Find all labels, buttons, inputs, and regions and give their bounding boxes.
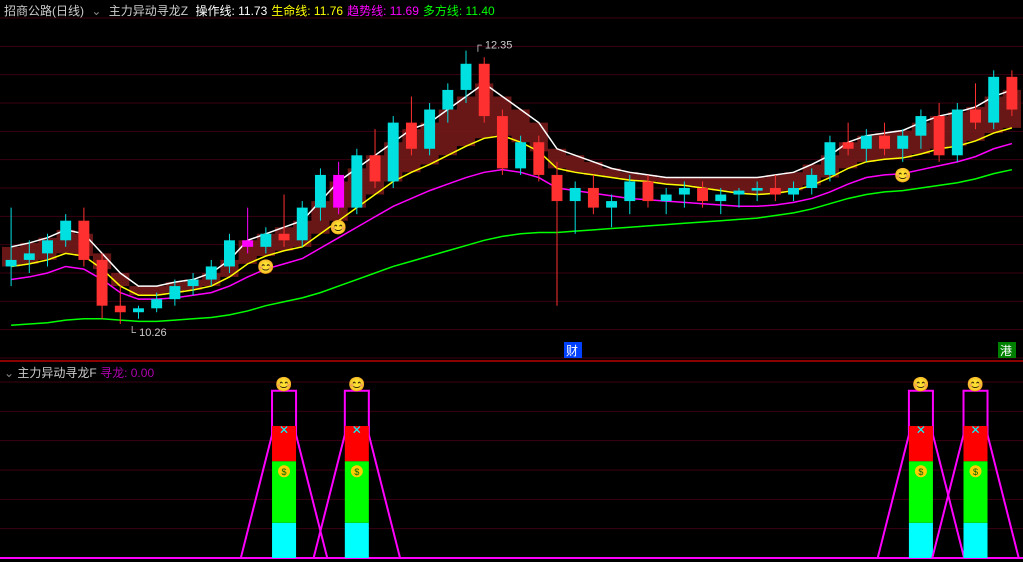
svg-text:😊: 😊 bbox=[967, 376, 984, 392]
svg-text:$: $ bbox=[354, 467, 359, 477]
stock-title: 招商公路(日线) bbox=[4, 4, 84, 18]
svg-text:└ 10.26: └ 10.26 bbox=[128, 325, 166, 339]
sub-indicator-panel[interactable]: ⌄ 主力异动寻龙F 寻龙: 0.00 $ ✕ 😊 $ ✕ 😊 $ ✕ 😊 $ ✕ 😊 bbox=[0, 362, 1023, 562]
sub-name: 主力异动寻龙F bbox=[17, 366, 96, 380]
indicator-value-多方线: 多方线: 11.40 bbox=[423, 4, 495, 18]
svg-text:┌ 12.35: ┌ 12.35 bbox=[474, 40, 512, 53]
svg-text:😊: 😊 bbox=[275, 376, 292, 392]
svg-text:$: $ bbox=[973, 467, 978, 477]
svg-text:😊: 😊 bbox=[330, 219, 347, 235]
svg-text:财: 财 bbox=[566, 344, 578, 358]
indicator-value-趋势线: 趋势线: 11.69 bbox=[347, 4, 419, 18]
svg-text:😊: 😊 bbox=[257, 258, 274, 274]
indicator-value-操作线: 操作线: 11.73 bbox=[195, 4, 267, 18]
down-icon[interactable]: ⌄ bbox=[4, 366, 14, 380]
main-header: 招商公路(日线) ⌄ 主力异动寻龙Z 操作线: 11.73 生命线: 11.76 趋… bbox=[4, 2, 503, 19]
indicator-value-生命线: 生命线: 11.76 bbox=[271, 4, 343, 18]
svg-text:😊: 😊 bbox=[912, 376, 929, 392]
svg-text:✕: ✕ bbox=[970, 423, 980, 437]
svg-text:$: $ bbox=[282, 467, 287, 477]
svg-text:港: 港 bbox=[1000, 344, 1012, 358]
svg-text:✕: ✕ bbox=[916, 423, 926, 437]
down-icon[interactable]: ⌄ bbox=[91, 4, 101, 18]
sub-header: ⌄ 主力异动寻龙F 寻龙: 0.00 bbox=[4, 364, 154, 381]
svg-text:✕: ✕ bbox=[279, 423, 289, 437]
sub-value-label: 寻龙: 0.00 bbox=[100, 366, 154, 380]
svg-text:😊: 😊 bbox=[348, 376, 365, 392]
svg-text:$: $ bbox=[918, 467, 923, 477]
main-chart-panel[interactable]: 招商公路(日线) ⌄ 主力异动寻龙Z 操作线: 11.73 生命线: 11.76 趋… bbox=[0, 0, 1023, 360]
indicator-name: 主力异动寻龙Z bbox=[109, 4, 188, 18]
svg-text:✕: ✕ bbox=[352, 423, 362, 437]
svg-text:😊: 😊 bbox=[894, 167, 911, 183]
